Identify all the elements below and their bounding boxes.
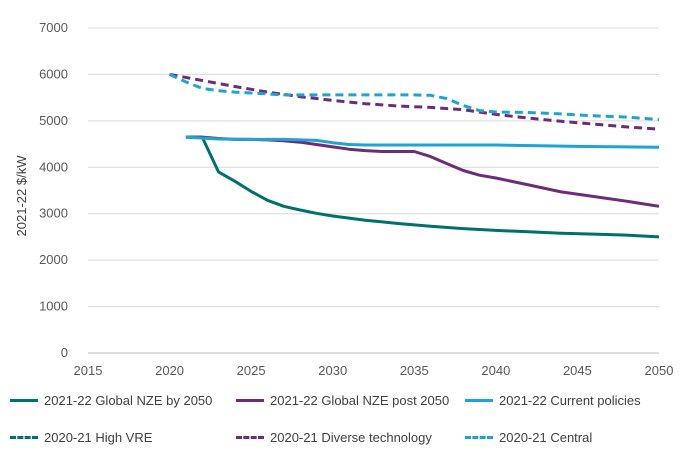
series-line-1	[186, 137, 659, 237]
y-axis-title: 2021-22 $/kW	[14, 155, 29, 237]
y-tick-label: 5000	[39, 113, 68, 128]
y-axis: 0 1000 2000 3000 4000 5000 6000 7000	[39, 20, 68, 360]
legend-swatch	[10, 399, 38, 402]
x-tick-label: 2030	[318, 363, 347, 378]
legend-item: 2020-21 High VRE	[10, 430, 152, 445]
y-tick-label: 6000	[39, 66, 68, 81]
x-tick-label: 2040	[481, 363, 510, 378]
legend-label: 2020-21 High VRE	[44, 430, 152, 445]
x-axis: 2015 2020 2025 2030 2035 2040 2045 2050	[74, 353, 674, 378]
y-tick-label: 7000	[39, 20, 68, 35]
y-tick-label: 4000	[39, 159, 68, 174]
legend-item: 2020-21 Diverse technology	[236, 430, 432, 445]
y-tick-label: 2000	[39, 252, 68, 267]
legend-item: 2021-22 Current policies	[465, 393, 641, 408]
legend-swatch	[10, 436, 38, 439]
series-line-3	[186, 137, 659, 147]
legend-item: 2021-22 Global NZE by 2050	[10, 393, 212, 408]
y-tick-label: 0	[61, 345, 68, 360]
series-line-6	[170, 74, 659, 119]
x-tick-label: 2045	[563, 363, 592, 378]
y-tick-label: 3000	[39, 206, 68, 221]
legend-item: 2021-22 Global NZE post 2050	[236, 393, 449, 408]
legend-item: 2020-21 Central	[465, 430, 592, 445]
legend-label: 2020-21 Diverse technology	[270, 430, 432, 445]
legend-swatch	[465, 436, 493, 439]
x-tick-label: 2025	[237, 363, 266, 378]
legend-label: 2021-22 Global NZE by 2050	[44, 393, 212, 408]
x-tick-label: 2035	[400, 363, 429, 378]
legend-swatch	[236, 399, 264, 402]
x-tick-label: 2015	[74, 363, 103, 378]
series-lines	[170, 74, 659, 237]
legend: 2021-22 Global NZE by 2050 2021-22 Global…	[0, 388, 684, 454]
legend-label: 2021-22 Global NZE post 2050	[270, 393, 449, 408]
legend-label: 2021-22 Current policies	[499, 393, 641, 408]
x-tick-label: 2050	[645, 363, 674, 378]
legend-label: 2020-21 Central	[499, 430, 592, 445]
line-chart: 2015 2020 2025 2030 2035 2040 2045 2050 0 1000 20…	[0, 0, 684, 390]
legend-swatch	[465, 399, 493, 402]
legend-swatch	[236, 436, 264, 439]
x-tick-label: 2020	[155, 363, 184, 378]
y-tick-label: 1000	[39, 299, 68, 314]
gridlines	[88, 28, 659, 307]
